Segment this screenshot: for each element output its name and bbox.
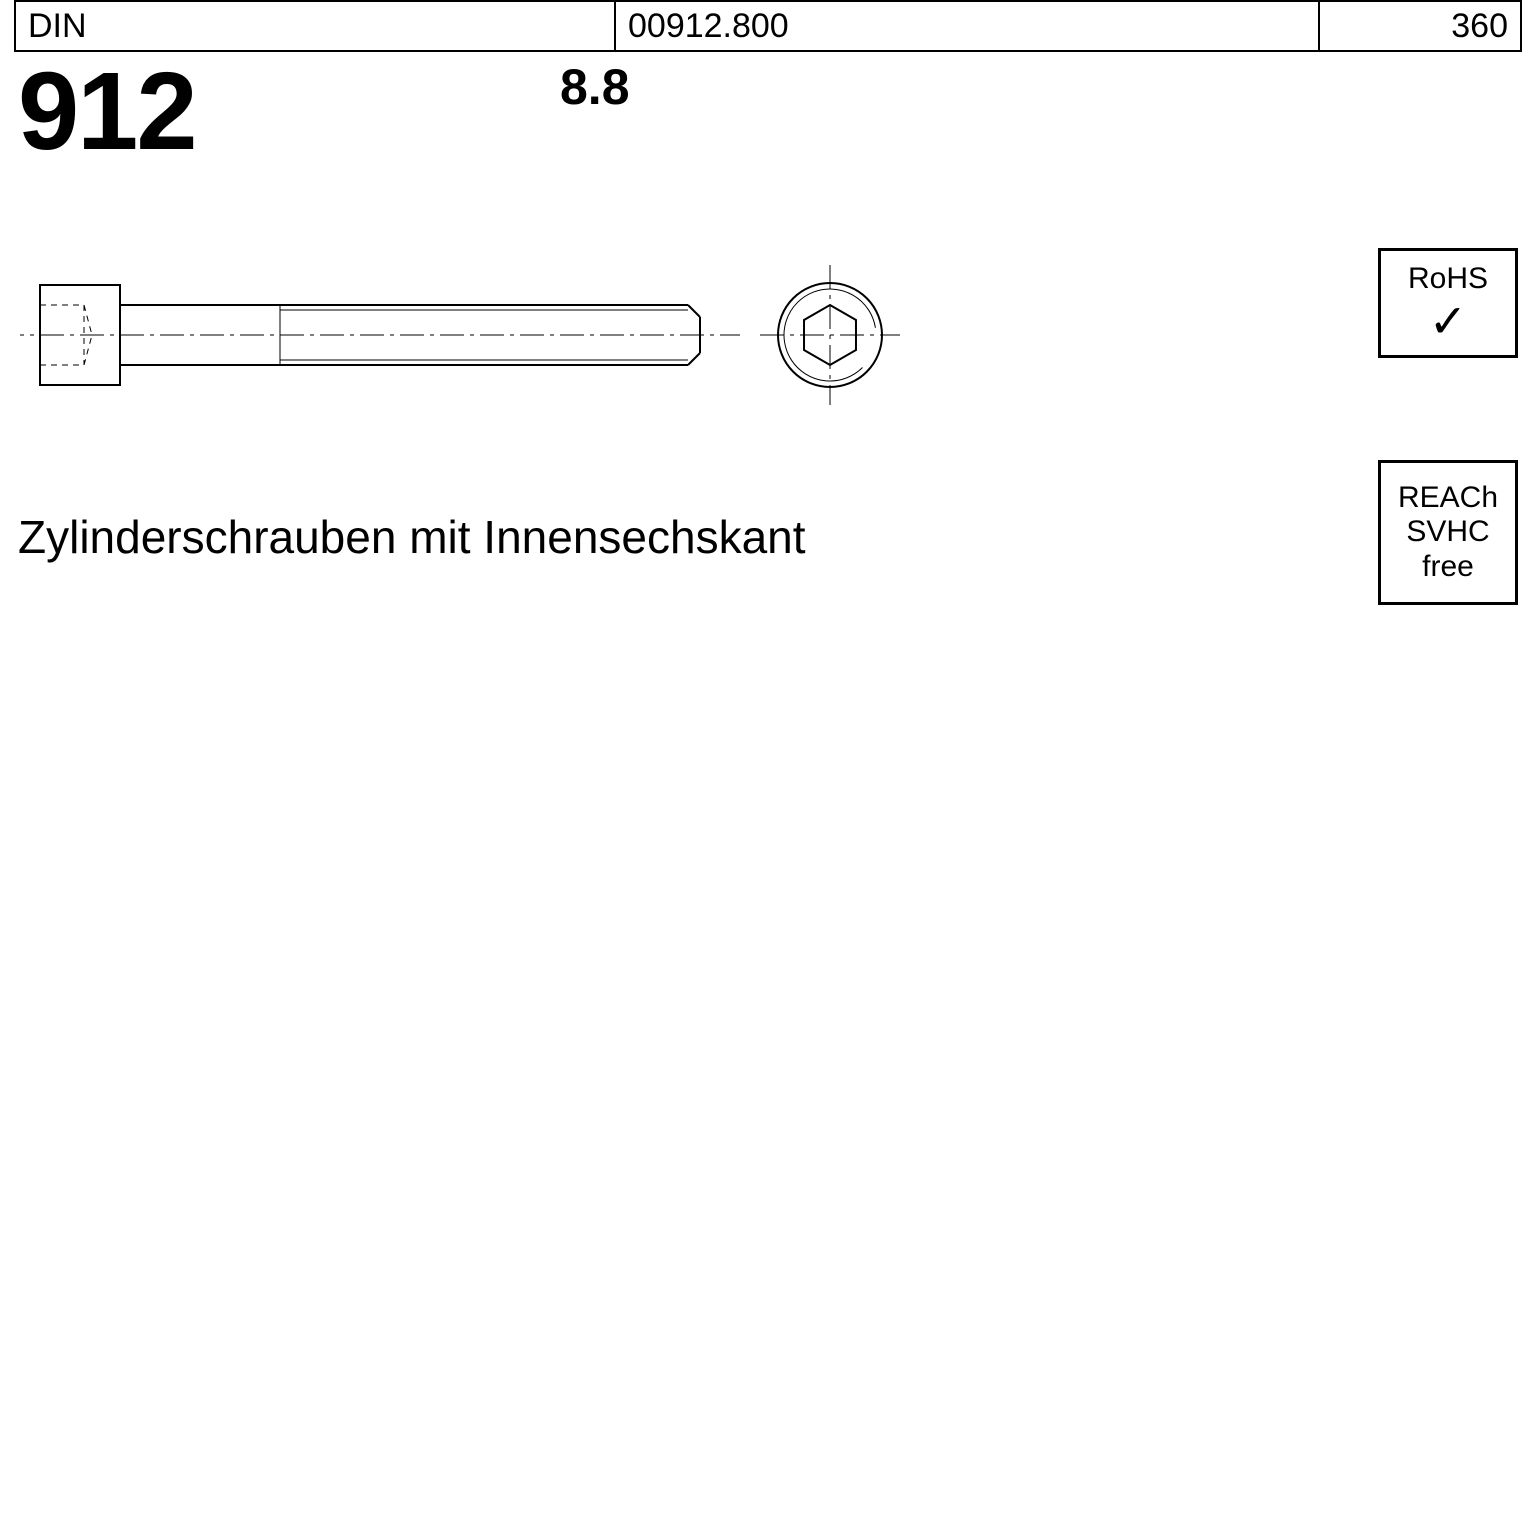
standard-number: 912 <box>18 48 196 175</box>
reach-line2: SVHC <box>1406 515 1489 550</box>
product-title: Zylinderschrauben mit Innensechskant <box>18 510 806 564</box>
reach-line3: free <box>1422 550 1474 585</box>
header-article-number: 00912.800 <box>616 2 1320 50</box>
header-standard-org: DIN <box>16 2 616 50</box>
reach-line1: REACh <box>1398 481 1498 516</box>
header-code: 360 <box>1320 2 1520 50</box>
rohs-label: RoHS <box>1408 262 1488 297</box>
reach-badge: REACh SVHC free <box>1378 460 1518 605</box>
technical-drawing <box>20 250 920 430</box>
strength-grade: 8.8 <box>560 58 630 116</box>
check-icon: ✓ <box>1429 298 1468 344</box>
header-row: DIN 00912.800 360 <box>14 0 1522 52</box>
rohs-badge: RoHS ✓ <box>1378 248 1518 358</box>
